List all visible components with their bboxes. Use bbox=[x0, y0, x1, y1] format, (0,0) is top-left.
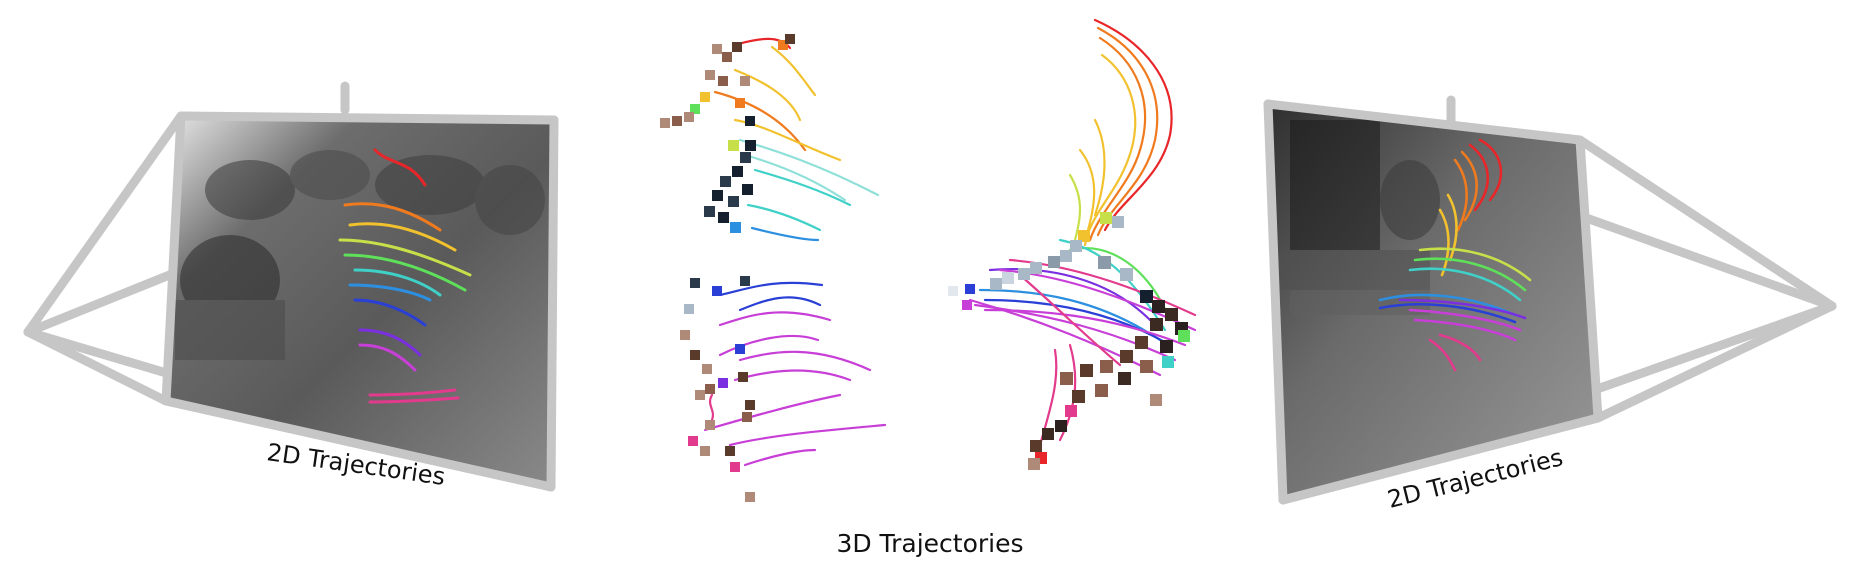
left-frame-border bbox=[161, 111, 559, 492]
left-2d-trajectories bbox=[338, 148, 472, 404]
center-3d-trajectories: 3D Trajectories bbox=[660, 18, 1197, 558]
right-2d-trajectories bbox=[1378, 138, 1532, 372]
right-camera-view: 2D Trajectories bbox=[1263, 95, 1837, 514]
center-label: 3D Trajectories bbox=[836, 529, 1023, 558]
left-camera-view: 2D Trajectories bbox=[23, 81, 559, 492]
right-frame-border bbox=[1263, 99, 1603, 505]
right-3d-joint-markers bbox=[948, 212, 1190, 470]
right-3d-cluster bbox=[948, 18, 1197, 470]
left-3d-cluster bbox=[660, 34, 887, 502]
left-crowd-texture bbox=[175, 150, 545, 360]
right-scene-texture bbox=[1280, 120, 1440, 315]
left-3d-joint-markers bbox=[660, 34, 795, 502]
